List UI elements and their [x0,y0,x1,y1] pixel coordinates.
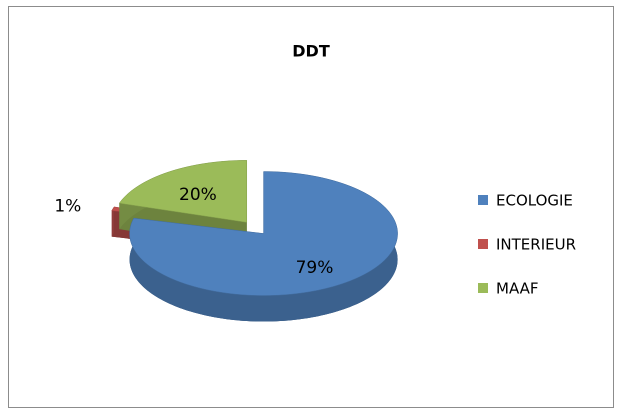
legend-swatch [478,283,488,293]
legend-label: INTERIEUR [496,236,576,254]
data-label: 79% [296,258,334,278]
pie-slice [118,160,248,223]
pie-slice-side [111,206,115,237]
data-label: 20% [179,185,217,205]
legend-label: MAAF [496,280,539,298]
pie-slice [129,171,398,296]
chart-title: DDT [292,42,330,61]
data-label: 1% [54,197,81,217]
legend-swatch [478,195,488,205]
legend-swatch [478,239,488,249]
legend-label: ECOLOGIE [496,192,573,210]
